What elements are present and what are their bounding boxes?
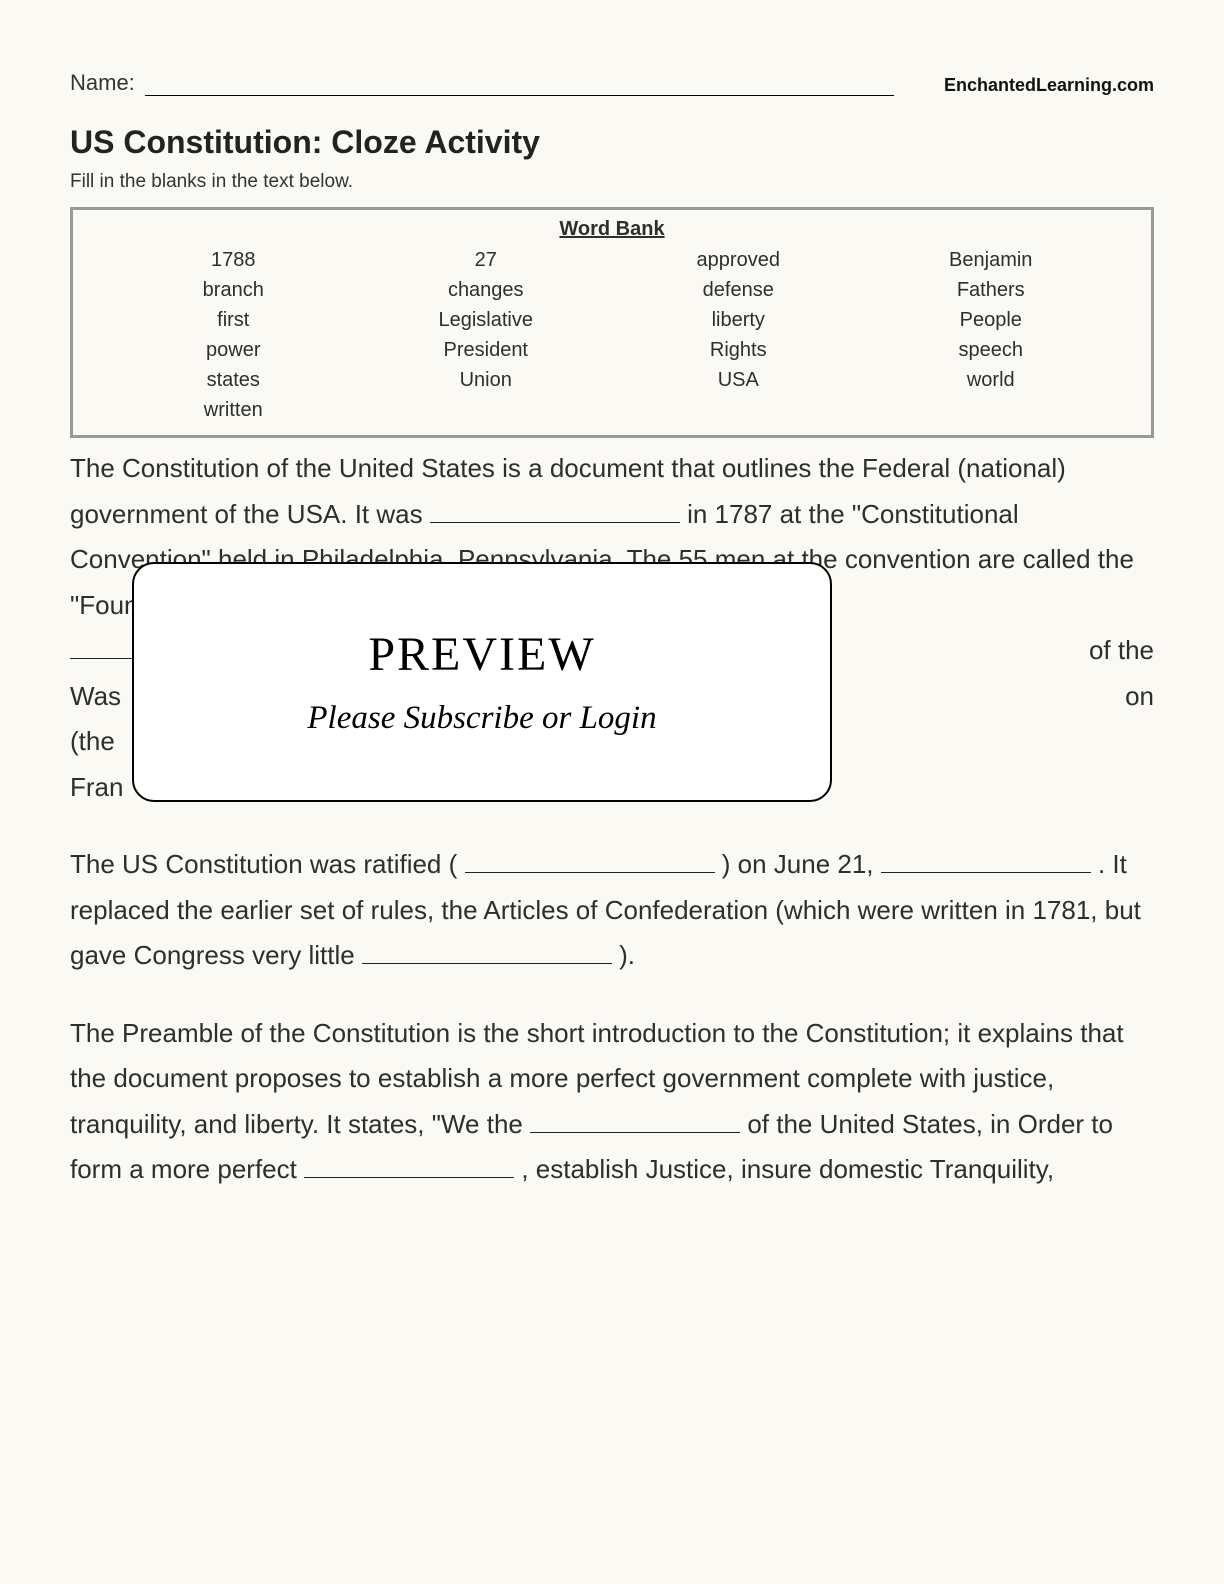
blank-fill[interactable]: [362, 942, 612, 964]
text-run: The US Constitution was ratified (: [70, 849, 457, 879]
word-bank-item: [865, 395, 1118, 425]
text-fragment: (the: [70, 726, 115, 756]
text-run: ).: [619, 940, 635, 970]
word-bank-grid: 1788 27 approved Benjamin branch changes…: [107, 245, 1117, 425]
text-fragment: on: [1125, 681, 1154, 711]
text-run: ) on June 21,: [722, 849, 881, 879]
cloze-body: The Constitution of the United States is…: [70, 446, 1154, 1193]
name-label: Name:: [70, 70, 135, 96]
word-bank-item: Rights: [612, 335, 865, 365]
word-bank-item: first: [107, 305, 360, 335]
word-bank-item: states: [107, 365, 360, 395]
word-bank-item: liberty: [612, 305, 865, 335]
instructions-text: Fill in the blanks in the text below.: [70, 171, 1154, 193]
word-bank-item: [612, 395, 865, 425]
word-bank-item: branch: [107, 275, 360, 305]
preview-title: PREVIEW: [368, 627, 595, 682]
word-bank-heading: Word Bank: [107, 218, 1117, 241]
word-bank-item: Union: [360, 365, 613, 395]
site-brand: EnchantedLearning.com: [944, 75, 1154, 96]
paragraph-2: The US Constitution was ratified ( ) on …: [70, 842, 1154, 979]
word-bank-item: world: [865, 365, 1118, 395]
page-title: US Constitution: Cloze Activity: [70, 124, 1154, 161]
word-bank-item: changes: [360, 275, 613, 305]
word-bank-item: defense: [612, 275, 865, 305]
word-bank-item: 27: [360, 245, 613, 275]
preview-overlay: PREVIEW Please Subscribe or Login: [132, 562, 832, 802]
word-bank-item: 1788: [107, 245, 360, 275]
word-bank-item: Fathers: [865, 275, 1118, 305]
text-fragment: Was: [70, 681, 121, 711]
preview-subtitle: Please Subscribe or Login: [307, 700, 656, 737]
text-fragment: Fran: [70, 772, 123, 802]
word-bank-item: approved: [612, 245, 865, 275]
blank-fill[interactable]: [530, 1111, 740, 1133]
name-input-line[interactable]: [145, 72, 894, 96]
word-bank: Word Bank 1788 27 approved Benjamin bran…: [70, 207, 1154, 438]
word-bank-item: speech: [865, 335, 1118, 365]
blank-fill[interactable]: [304, 1156, 514, 1178]
word-bank-item: People: [865, 305, 1118, 335]
text-run: , establish Justice, insure domestic Tra…: [521, 1154, 1054, 1184]
word-bank-item: power: [107, 335, 360, 365]
word-bank-item: Benjamin: [865, 245, 1118, 275]
word-bank-item: Legislative: [360, 305, 613, 335]
word-bank-item: President: [360, 335, 613, 365]
header-row: Name: EnchantedLearning.com: [70, 70, 1154, 96]
word-bank-item: [360, 395, 613, 425]
blank-fill[interactable]: [881, 851, 1091, 873]
word-bank-item: written: [107, 395, 360, 425]
text-fragment: of the: [1089, 635, 1154, 665]
word-bank-item: USA: [612, 365, 865, 395]
paragraph-3: The Preamble of the Constitution is the …: [70, 1011, 1154, 1193]
blank-fill[interactable]: [430, 501, 680, 523]
blank-fill[interactable]: [465, 851, 715, 873]
